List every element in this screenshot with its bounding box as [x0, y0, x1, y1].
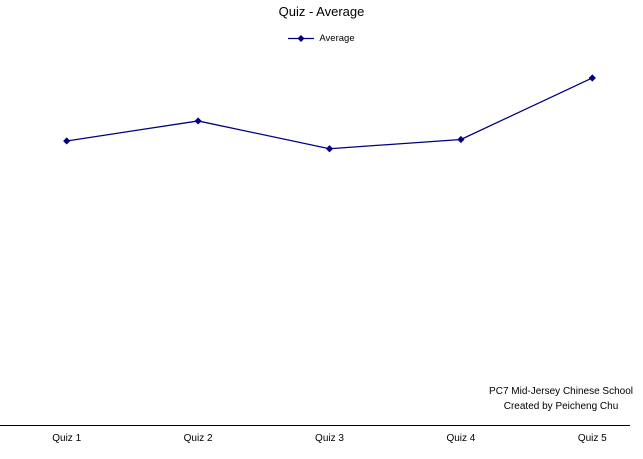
data-point-diamond-marker: [325, 145, 334, 153]
legend: Average: [0, 33, 643, 44]
data-point-diamond-marker: [63, 137, 71, 145]
annotation-line-1: PC7 Mid-Jersey Chinese School: [489, 386, 633, 397]
chart-title: Quiz - Average: [278, 4, 365, 19]
x-axis-label: Quiz 3: [315, 433, 344, 444]
x-axis-label: Quiz 1: [52, 433, 82, 444]
data-point-diamond-marker: [194, 117, 202, 125]
data-point-diamond-marker: [588, 74, 596, 82]
legend-line-marker-icon: [288, 35, 315, 42]
x-axis-label: Quiz 5: [577, 433, 607, 444]
x-axis-label: Quiz 2: [183, 433, 213, 444]
annotation-block: PC7 Mid-Jersey Chinese School Created by…: [489, 384, 633, 414]
legend-label: Average: [319, 33, 355, 44]
data-point-diamond-marker: [457, 135, 465, 144]
x-axis-label: Quiz 4: [446, 433, 476, 444]
annotation-line-2: Created by Peicheng Chu: [503, 401, 619, 412]
series-line: [66, 77, 593, 150]
